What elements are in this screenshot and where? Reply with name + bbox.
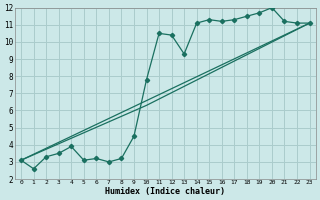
X-axis label: Humidex (Indice chaleur): Humidex (Indice chaleur) [105, 187, 225, 196]
